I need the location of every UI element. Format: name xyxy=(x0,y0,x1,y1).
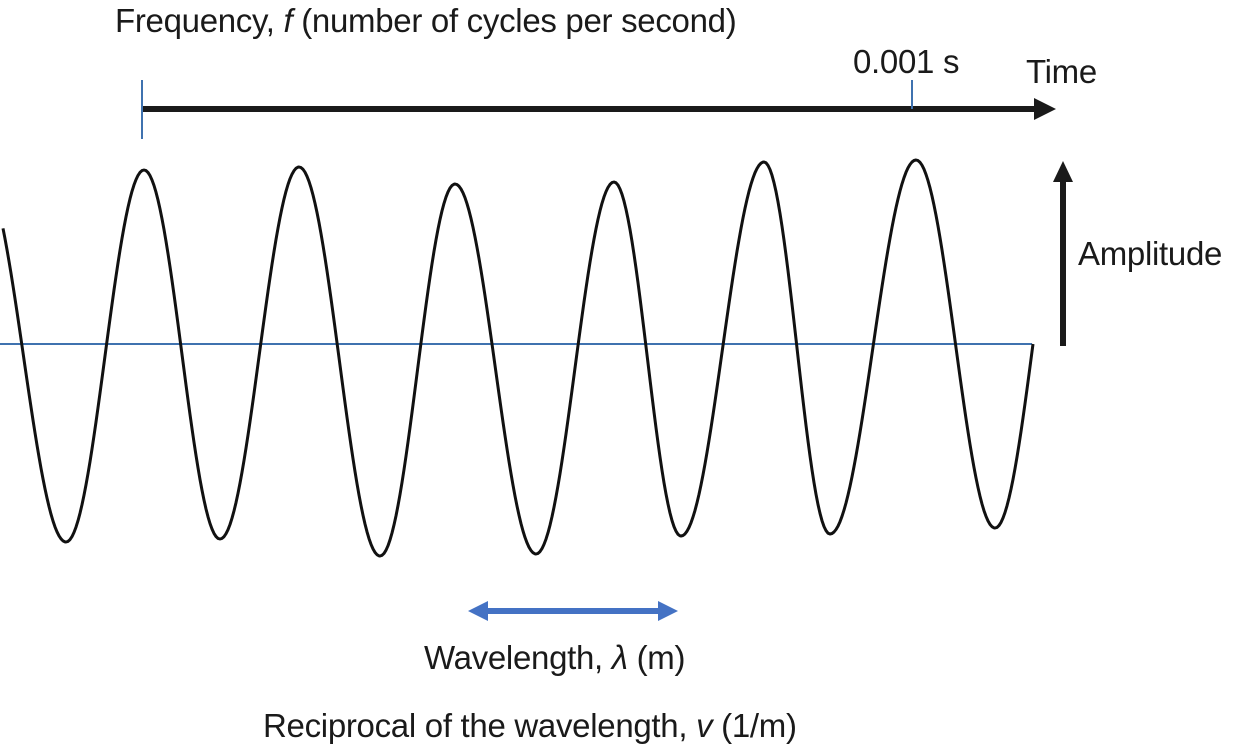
reciprocal-label-suffix: (1/m) xyxy=(712,707,797,744)
reciprocal-label-prefix: Reciprocal of the wavelength, xyxy=(263,707,697,744)
wavelength-label-prefix: Wavelength, xyxy=(424,639,612,676)
wavelength-double-arrow xyxy=(468,601,678,621)
wavelength-symbol: λ xyxy=(611,639,628,676)
time-axis-label: Time xyxy=(1026,53,1097,90)
wavelength-label-suffix: (m) xyxy=(627,639,686,676)
frequency-label-prefix: Frequency, xyxy=(115,2,284,39)
reciprocal-wavelength-label: Reciprocal of the wavelength, v (1/m) xyxy=(263,709,797,742)
wavelength-label: Wavelength, λ (m) xyxy=(424,641,685,674)
amplitude-arrow xyxy=(1053,161,1073,346)
frequency-label-suffix: (number of cycles per second) xyxy=(292,2,737,39)
frequency-label: Frequency, f (number of cycles per secon… xyxy=(115,2,737,39)
wavenumber-symbol: v xyxy=(696,707,713,744)
sine-wave xyxy=(1,158,1035,558)
frequency-symbol: f xyxy=(283,2,293,39)
time-tick-label: 0.001 s xyxy=(853,43,960,80)
amplitude-label: Amplitude xyxy=(1078,235,1223,272)
time-axis-arrow xyxy=(142,98,1056,120)
